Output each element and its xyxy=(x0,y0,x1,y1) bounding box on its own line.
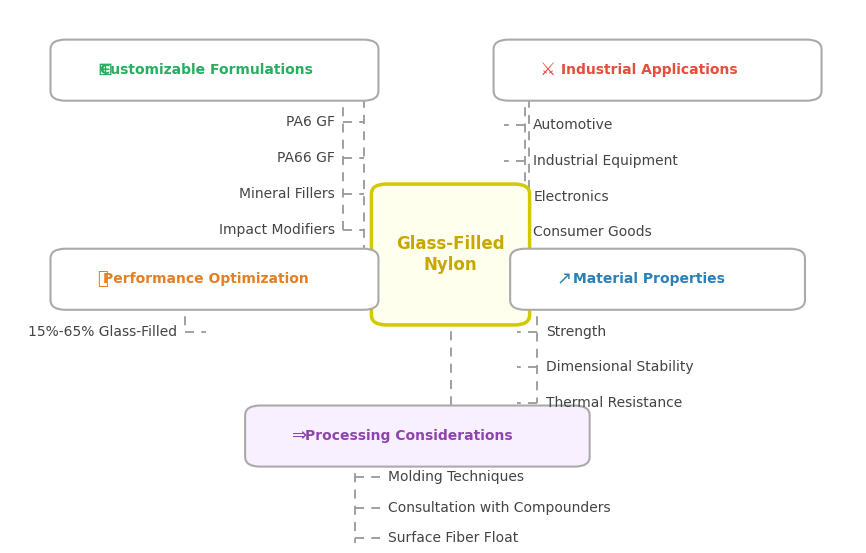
FancyBboxPatch shape xyxy=(50,249,378,310)
Text: ⚔: ⚔ xyxy=(540,61,556,79)
Text: Surface Fiber Float: Surface Fiber Float xyxy=(388,531,519,545)
FancyBboxPatch shape xyxy=(372,184,530,325)
FancyBboxPatch shape xyxy=(245,405,590,467)
Text: Impact Modifiers: Impact Modifiers xyxy=(218,223,334,237)
Text: Material Properties: Material Properties xyxy=(573,272,725,286)
Text: ⊞: ⊞ xyxy=(97,61,112,79)
Text: ⇒: ⇒ xyxy=(292,427,307,445)
Text: Thermal Resistance: Thermal Resistance xyxy=(546,396,682,410)
Text: Consumer Goods: Consumer Goods xyxy=(533,226,652,239)
Text: Industrial Equipment: Industrial Equipment xyxy=(533,154,678,168)
Text: Consultation with Compounders: Consultation with Compounders xyxy=(388,500,611,515)
Text: Strength: Strength xyxy=(546,325,606,338)
Text: 15%-65% Glass-Filled: 15%-65% Glass-Filled xyxy=(28,325,178,338)
Text: PA6 GF: PA6 GF xyxy=(286,116,334,129)
Text: Automotive: Automotive xyxy=(533,118,614,132)
Text: Dimensional Stability: Dimensional Stability xyxy=(546,361,694,374)
Text: Electronics: Electronics xyxy=(533,190,609,204)
Text: Industrial Applications: Industrial Applications xyxy=(561,63,738,77)
Text: Mineral Fillers: Mineral Fillers xyxy=(239,187,334,201)
Text: Customizable Formulations: Customizable Formulations xyxy=(100,63,313,77)
FancyBboxPatch shape xyxy=(510,249,805,310)
Text: ↗: ↗ xyxy=(557,270,572,288)
Text: Performance Optimization: Performance Optimization xyxy=(103,272,309,286)
Text: Glass-Filled
Nylon: Glass-Filled Nylon xyxy=(397,235,505,274)
Text: PA66 GF: PA66 GF xyxy=(277,151,334,165)
Text: ⌕: ⌕ xyxy=(97,270,107,288)
FancyBboxPatch shape xyxy=(494,40,822,101)
FancyBboxPatch shape xyxy=(50,40,378,101)
Text: Processing Considerations: Processing Considerations xyxy=(306,429,513,443)
Text: Molding Techniques: Molding Techniques xyxy=(388,471,525,484)
